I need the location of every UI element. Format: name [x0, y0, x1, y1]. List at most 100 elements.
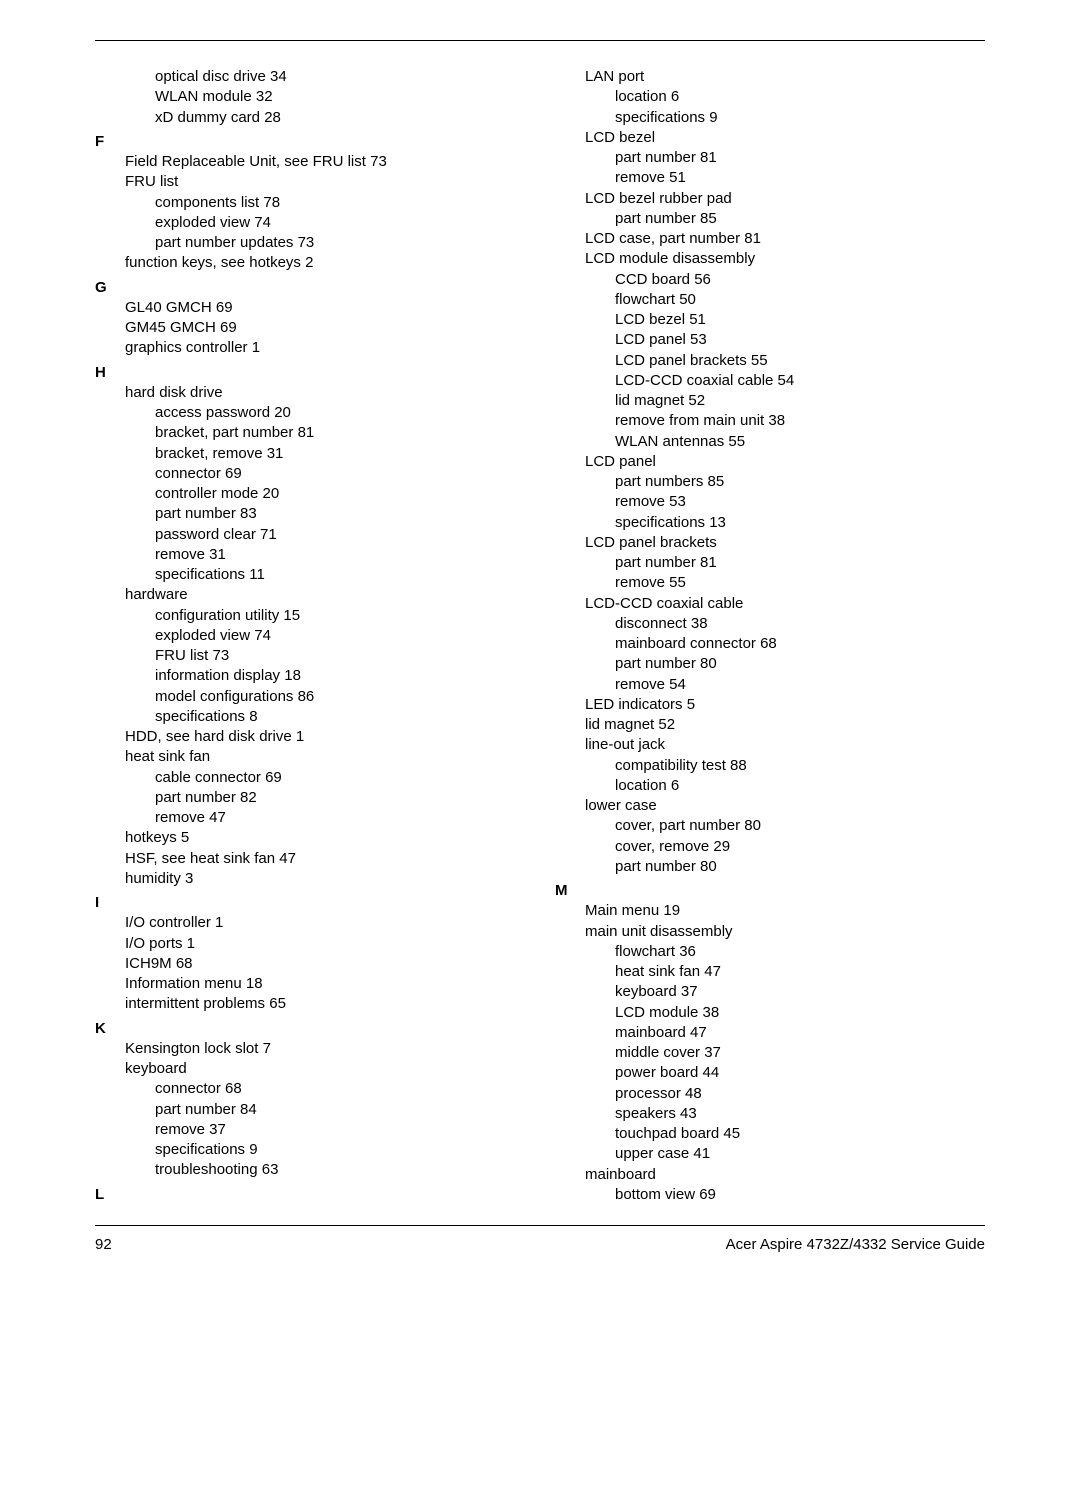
index-entry: intermittent problems 65 [125, 994, 525, 1014]
index-entry: exploded view 74 [155, 626, 525, 646]
page: optical disc drive 34WLAN module 32xD du… [0, 0, 1080, 1512]
index-entry: CCD board 56 [615, 270, 985, 290]
index-entry: part number 84 [155, 1100, 525, 1120]
index-entry: hardware [125, 585, 525, 605]
index-entry: information display 18 [155, 666, 525, 686]
index-entry: LCD case, part number 81 [585, 229, 985, 249]
index-entry: remove 55 [615, 573, 985, 593]
index-entry: mainboard [585, 1165, 985, 1185]
index-letter: G [95, 278, 525, 298]
index-entry: middle cover 37 [615, 1043, 985, 1063]
index-entry: part number 83 [155, 504, 525, 524]
index-entry: mainboard 47 [615, 1023, 985, 1043]
index-entry: lid magnet 52 [615, 391, 985, 411]
index-entry: LCD module disassembly [585, 249, 985, 269]
index-entry: LCD module 38 [615, 1003, 985, 1023]
index-entry: specifications 9 [615, 108, 985, 128]
index-entry: I/O controller 1 [125, 913, 525, 933]
index-letter: H [95, 363, 525, 383]
index-entry: remove 31 [155, 545, 525, 565]
index-entry: keyboard 37 [615, 982, 985, 1002]
index-entry: main unit disassembly [585, 922, 985, 942]
index-entry: speakers 43 [615, 1104, 985, 1124]
index-entry: LCD bezel [585, 128, 985, 148]
index-entry: Main menu 19 [585, 901, 985, 921]
index-entry: HSF, see heat sink fan 47 [125, 849, 525, 869]
index-entry: LED indicators 5 [585, 695, 985, 715]
index-col-right: LAN portlocation 6specifications 9LCD be… [555, 67, 985, 1205]
index-entry: specifications 8 [155, 707, 525, 727]
index-entry: configuration utility 15 [155, 606, 525, 626]
index-letter: K [95, 1019, 525, 1039]
index-entry: LAN port [585, 67, 985, 87]
index-letter: M [555, 881, 985, 901]
index-entry: LCD bezel rubber pad [585, 189, 985, 209]
index-letter: I [95, 893, 525, 913]
index-entry: access password 20 [155, 403, 525, 423]
index-entry: remove 53 [615, 492, 985, 512]
index-entry: part number 81 [615, 553, 985, 573]
index-entry: specifications 13 [615, 513, 985, 533]
index-entry: part number 82 [155, 788, 525, 808]
index-entry: I/O ports 1 [125, 934, 525, 954]
index-entry: cover, remove 29 [615, 837, 985, 857]
index-entry: location 6 [615, 776, 985, 796]
index-entry: part number 81 [615, 148, 985, 168]
index-entry: remove from main unit 38 [615, 411, 985, 431]
index-entry: bracket, remove 31 [155, 444, 525, 464]
index-entry: FRU list [125, 172, 525, 192]
index-entry: WLAN module 32 [155, 87, 525, 107]
index-entry: location 6 [615, 87, 985, 107]
index-entry: LCD bezel 51 [615, 310, 985, 330]
index-col-left: optical disc drive 34WLAN module 32xD du… [95, 67, 525, 1205]
index-entry: controller mode 20 [155, 484, 525, 504]
index-entry: hotkeys 5 [125, 828, 525, 848]
footer-title: Acer Aspire 4732Z/4332 Service Guide [726, 1236, 985, 1253]
index-entry: model configurations 86 [155, 687, 525, 707]
index-entry: part numbers 85 [615, 472, 985, 492]
index-entry: part number updates 73 [155, 233, 525, 253]
index-entry: bottom view 69 [615, 1185, 985, 1205]
index-entry: heat sink fan [125, 747, 525, 767]
index-entry: flowchart 50 [615, 290, 985, 310]
index-entry: bracket, part number 81 [155, 423, 525, 443]
index-entry: cable connector 69 [155, 768, 525, 788]
index-entry: LCD panel [585, 452, 985, 472]
index-entry: LCD-CCD coaxial cable 54 [615, 371, 985, 391]
index-entry: Kensington lock slot 7 [125, 1039, 525, 1059]
index-entry: connector 69 [155, 464, 525, 484]
index-entry: troubleshooting 63 [155, 1160, 525, 1180]
index-entry: part number 80 [615, 857, 985, 877]
index-entry: ICH9M 68 [125, 954, 525, 974]
index-entry: Field Replaceable Unit, see FRU list 73 [125, 152, 525, 172]
index-entry: WLAN antennas 55 [615, 432, 985, 452]
index-entry: mainboard connector 68 [615, 634, 985, 654]
index-entry: line-out jack [585, 735, 985, 755]
index-entry: components list 78 [155, 193, 525, 213]
index-letter: F [95, 132, 525, 152]
index-entry: Information menu 18 [125, 974, 525, 994]
index-entry: connector 68 [155, 1079, 525, 1099]
index-entry: hard disk drive [125, 383, 525, 403]
index-entry: exploded view 74 [155, 213, 525, 233]
index-entry: touchpad board 45 [615, 1124, 985, 1144]
index-entry: keyboard [125, 1059, 525, 1079]
index-entry: remove 37 [155, 1120, 525, 1140]
index-entry: power board 44 [615, 1063, 985, 1083]
index-entry: LCD-CCD coaxial cable [585, 594, 985, 614]
index-entry: graphics controller 1 [125, 338, 525, 358]
index-entry: specifications 11 [155, 565, 525, 585]
index-entry: function keys, see hotkeys 2 [125, 253, 525, 273]
footer: 92 Acer Aspire 4732Z/4332 Service Guide [95, 1226, 985, 1253]
index-entry: GM45 GMCH 69 [125, 318, 525, 338]
index-letter: L [95, 1185, 525, 1205]
index-entry: remove 51 [615, 168, 985, 188]
index-entry: flowchart 36 [615, 942, 985, 962]
index-entry: LCD panel brackets 55 [615, 351, 985, 371]
index-entry: optical disc drive 34 [155, 67, 525, 87]
index-entry: GL40 GMCH 69 [125, 298, 525, 318]
index-entry: password clear 71 [155, 525, 525, 545]
index-entry: remove 54 [615, 675, 985, 695]
index-entry: FRU list 73 [155, 646, 525, 666]
index-entry: part number 85 [615, 209, 985, 229]
